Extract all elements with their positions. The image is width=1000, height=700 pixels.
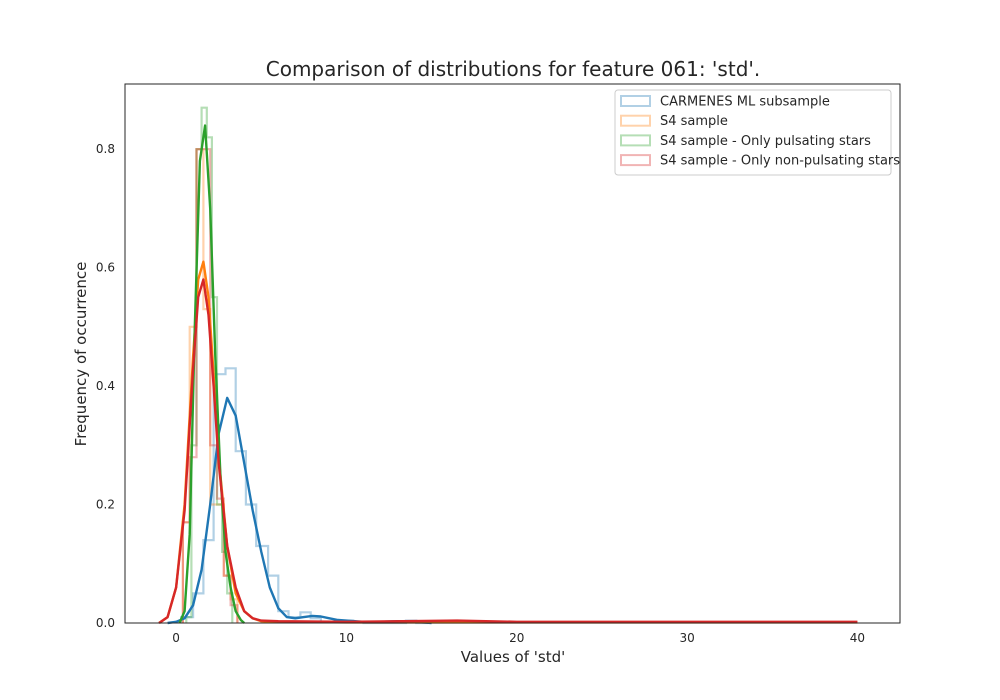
legend-label: S4 sample (660, 114, 728, 129)
kde-line-series-3 (178, 124, 245, 624)
kde-line-series-2 (158, 260, 858, 624)
legend-swatch (620, 134, 651, 147)
y-tick-label: 0.4 (96, 379, 115, 393)
y-tick-label: 0.2 (96, 498, 115, 512)
kde-line-series-1 (167, 396, 432, 625)
x-tick-label: 30 (679, 631, 694, 645)
x-tick-label: 40 (850, 631, 865, 645)
y-tick-label: 0.0 (96, 616, 115, 630)
chart-title: Comparison of distributions for feature … (266, 57, 761, 81)
legend-swatch (620, 114, 651, 127)
plot-frame (124, 83, 901, 624)
x-tick-label: 0 (172, 631, 180, 645)
plot-content (158, 106, 858, 625)
y-axis-ticks: 0.0 0.2 0.4 0.6 0.8 (96, 142, 115, 630)
x-axis-ticks: 0 10 20 30 40 (172, 631, 865, 645)
kde-line-series-4 (158, 278, 858, 624)
legend-swatch (620, 95, 651, 107)
y-tick-label: 0.8 (96, 142, 115, 156)
y-axis-label: Frequency of occurrence (72, 262, 90, 447)
x-tick-label: 10 (339, 631, 354, 645)
y-tick-label: 0.6 (96, 261, 115, 275)
x-tick-label: 20 (509, 631, 524, 645)
legend-swatch (620, 154, 651, 167)
x-axis-label: Values of 'std' (461, 648, 565, 666)
legend-box (614, 89, 892, 176)
legend-label: S4 sample - Only non-pulsating stars (660, 154, 900, 169)
legend-label: CARMENES ML subsample (660, 95, 830, 110)
legend-label: S4 sample - Only pulsating stars (660, 134, 871, 149)
legend: CARMENES ML subsample S4 sample S4 sample … (614, 89, 900, 176)
